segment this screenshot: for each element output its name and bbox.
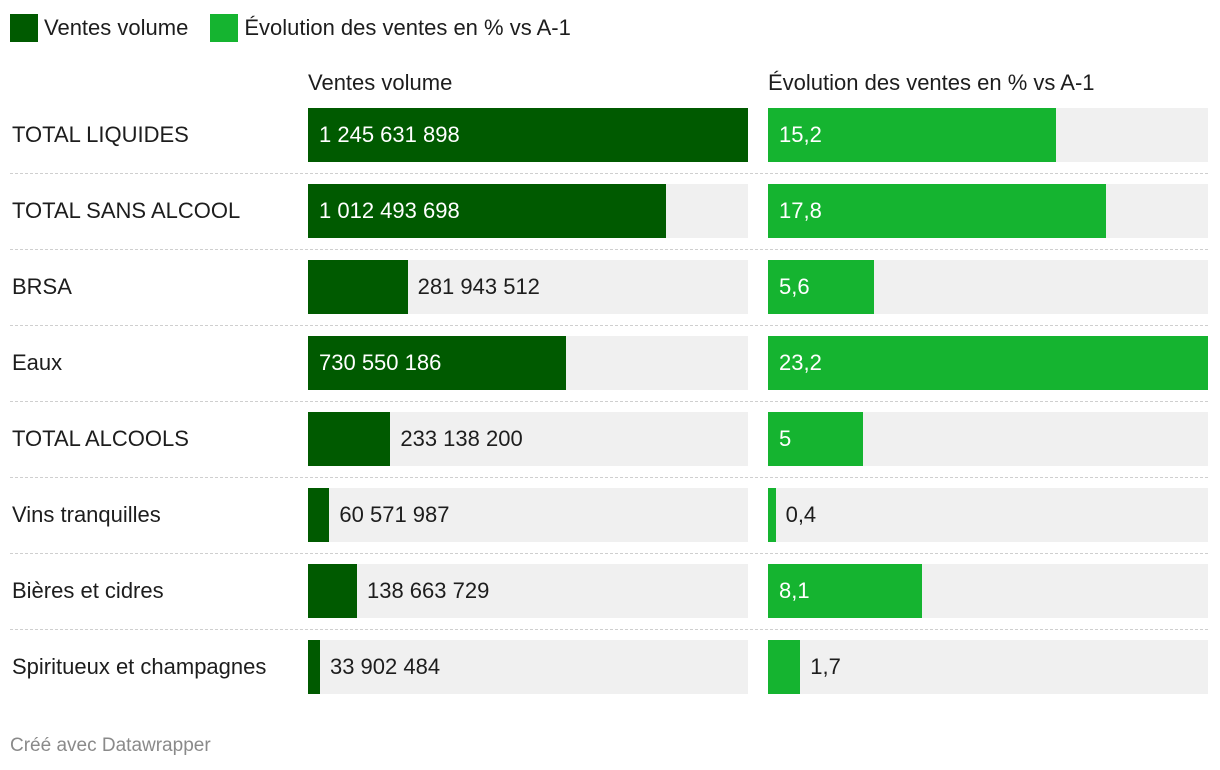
evolution-track: 23,2	[768, 336, 1208, 390]
evolution-value-label: 0,4	[785, 502, 817, 527]
evolution-track: 8,1	[768, 564, 1208, 618]
volume-bar[interactable]	[308, 412, 391, 466]
volume-track: 60 571 987	[308, 488, 748, 542]
row-separator	[10, 553, 1208, 554]
evolution-value-label: 8,1	[779, 578, 810, 603]
volume-value-label: 1 245 631 898	[319, 122, 460, 147]
column-header-evolution: Évolution des ventes en % vs A-1	[768, 70, 1095, 95]
volume-bar[interactable]	[308, 488, 330, 542]
row-label: BRSA	[12, 274, 72, 299]
legend: Ventes volume Évolution des ventes en % …	[10, 14, 593, 42]
row-label: Spiritueux et champagnes	[12, 654, 267, 679]
evolution-value-label: 17,8	[779, 198, 822, 223]
evolution-track: 1,7	[768, 640, 1208, 694]
evolution-value-label: 1,7	[810, 654, 841, 679]
volume-bar[interactable]	[308, 184, 666, 238]
volume-track: 33 902 484	[308, 640, 748, 694]
legend-item-volume[interactable]: Ventes volume	[10, 14, 188, 42]
volume-bar[interactable]	[308, 108, 748, 162]
credit-footer: Créé avec Datawrapper	[10, 735, 211, 756]
legend-swatch-volume	[10, 14, 38, 42]
evolution-track: 17,8	[768, 184, 1208, 238]
volume-value-label: 138 663 729	[366, 578, 490, 603]
evolution-bar[interactable]	[768, 564, 922, 618]
row-label: Vins tranquilles	[12, 502, 161, 527]
row-separator	[10, 629, 1208, 630]
evolution-bar[interactable]	[768, 260, 875, 314]
evolution-bar[interactable]	[768, 640, 801, 694]
evolution-bar[interactable]	[768, 336, 1208, 390]
evolution-value-label: 5	[779, 426, 792, 451]
volume-value-label: 233 138 200	[400, 426, 523, 451]
volume-value-label: 730 550 186	[319, 350, 442, 375]
row-label: TOTAL ALCOOLS	[12, 426, 189, 451]
row-separator	[10, 401, 1208, 402]
volume-value-label: 33 902 484	[329, 654, 441, 679]
row-separator	[10, 477, 1208, 478]
row-label: Eaux	[12, 350, 63, 375]
row-separator	[10, 249, 1208, 250]
volume-bar[interactable]	[308, 564, 357, 618]
volume-track: 730 550 186	[308, 336, 748, 390]
legend-item-evolution[interactable]: Évolution des ventes en % vs A-1	[210, 14, 571, 42]
evolution-value-label: 15,2	[779, 122, 822, 147]
evolution-value-label: 23,2	[779, 350, 822, 375]
evolution-bar[interactable]	[768, 184, 1106, 238]
row-separator	[10, 173, 1208, 174]
volume-bar[interactable]	[308, 336, 567, 390]
row-label: TOTAL LIQUIDES	[12, 122, 189, 147]
volume-track: 1 245 631 898	[308, 108, 748, 162]
evolution-track: 15,2	[768, 108, 1208, 162]
volume-bar[interactable]	[308, 640, 320, 694]
legend-label-evolution: Évolution des ventes en % vs A-1	[244, 15, 571, 40]
volume-value-label: 281 943 512	[417, 274, 540, 299]
volume-value-label: 1 012 493 698	[319, 198, 460, 223]
evolution-bar[interactable]	[768, 412, 863, 466]
row-separator	[10, 325, 1208, 326]
volume-track: 1 012 493 698	[308, 184, 748, 238]
volume-track: 138 663 729	[308, 564, 748, 618]
evolution-track: 0,4	[768, 488, 1208, 542]
column-header-volume: Ventes volume	[308, 70, 453, 95]
row-label: TOTAL SANS ALCOOL	[12, 198, 241, 223]
volume-track: 281 943 512	[308, 260, 748, 314]
evolution-track: 5,6	[768, 260, 1208, 314]
evolution-track: 5	[768, 412, 1208, 466]
legend-swatch-evolution	[210, 14, 239, 42]
evolution-bar[interactable]	[768, 488, 776, 542]
volume-track: 233 138 200	[308, 412, 748, 466]
row-label: Bières et cidres	[12, 578, 164, 603]
legend-label-volume: Ventes volume	[44, 15, 189, 40]
volume-bar[interactable]	[308, 260, 408, 314]
evolution-value-label: 5,6	[779, 274, 810, 299]
evolution-bar[interactable]	[768, 108, 1057, 162]
volume-value-label: 60 571 987	[339, 502, 450, 527]
